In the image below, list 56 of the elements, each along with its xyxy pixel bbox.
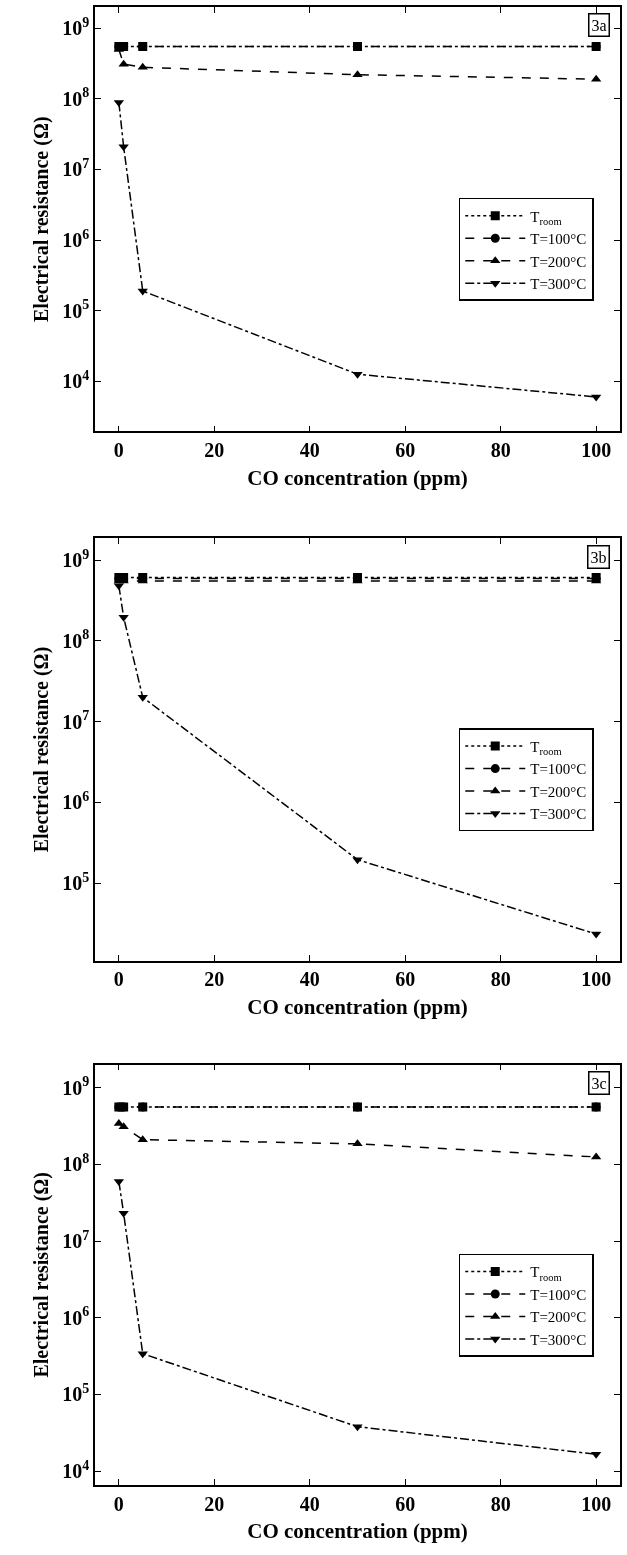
x-tick-label: 80 [490,439,511,462]
x-axis-title: CO concentration (ppm) [247,1519,468,1544]
x-tick-label: 60 [395,439,416,462]
x-axis-title: CO concentration (ppm) [247,465,468,490]
annotation: 3b [590,548,607,566]
legend-label: T=100°C [530,761,587,778]
legend-label: T$_{room}$ [530,208,562,227]
y-tick-label: 10$^{5}$ [62,869,90,895]
legend-label: T=100°C [530,231,587,248]
x-tick-label: 20 [204,439,225,462]
x-tick-label: 40 [299,968,320,991]
y-axis-title: Electrical resistance (Ω) [30,1172,54,1378]
y-tick-label: 10$^{6}$ [62,226,90,252]
y-tick-label: 10$^{7}$ [62,1227,90,1253]
x-tick-label: 60 [395,968,416,991]
y-tick-label: 10$^{5}$ [62,1381,90,1406]
x-tick-label: 20 [204,968,225,991]
y-axis-title: Electrical resistance (Ω) [30,646,54,853]
legend-label: T=200°C [530,783,587,800]
legend-label: T=300°C [530,806,587,823]
annotation: 3a [591,16,607,34]
y-tick-label: 10$^{6}$ [62,1304,90,1329]
y-tick-label: 10$^{4}$ [62,367,90,393]
y-tick-label: 10$^{8}$ [62,85,90,110]
y-axis-title: Electrical resistance (Ω) [30,116,54,322]
x-tick-label: 0 [113,1492,124,1515]
y-tick-label: 10$^{8}$ [62,627,90,652]
legend-label: T=300°C [530,276,587,293]
legend-label: T=100°C [530,1286,587,1303]
y-tick-label: 10$^{9}$ [62,1074,90,1099]
y-tick-label: 10$^{7}$ [62,708,90,733]
x-tick-label: 100 [581,968,612,991]
y-tick-label: 10$^{6}$ [62,789,90,814]
x-tick-label: 20 [204,1492,225,1515]
annotation: 3c [591,1074,607,1092]
x-tick-label: 60 [395,1492,416,1515]
legend-label: T$_{room}$ [530,738,562,758]
y-tick-label: 10$^{9}$ [62,14,90,40]
x-tick-label: 40 [299,1492,320,1515]
x-tick-label: 40 [299,439,320,462]
x-tick-label: 0 [113,968,124,991]
legend-label: T=300°C [530,1331,587,1348]
legend-label: T$_{room}$ [530,1264,562,1283]
y-tick-label: 10$^{9}$ [62,546,90,572]
x-tick-label: 100 [581,1492,612,1515]
x-tick-label: 0 [113,439,124,462]
x-tick-label: 80 [490,1492,511,1515]
y-tick-label: 10$^{4}$ [62,1457,90,1483]
y-tick-label: 10$^{5}$ [62,297,90,322]
x-tick-label: 100 [581,439,612,462]
y-tick-label: 10$^{8}$ [62,1150,90,1176]
legend-label: T=200°C [530,253,587,270]
x-axis-title: CO concentration (ppm) [247,995,468,1020]
legend-label: T=200°C [530,1309,587,1326]
y-tick-label: 10$^{7}$ [62,156,90,181]
x-tick-label: 80 [490,968,511,991]
